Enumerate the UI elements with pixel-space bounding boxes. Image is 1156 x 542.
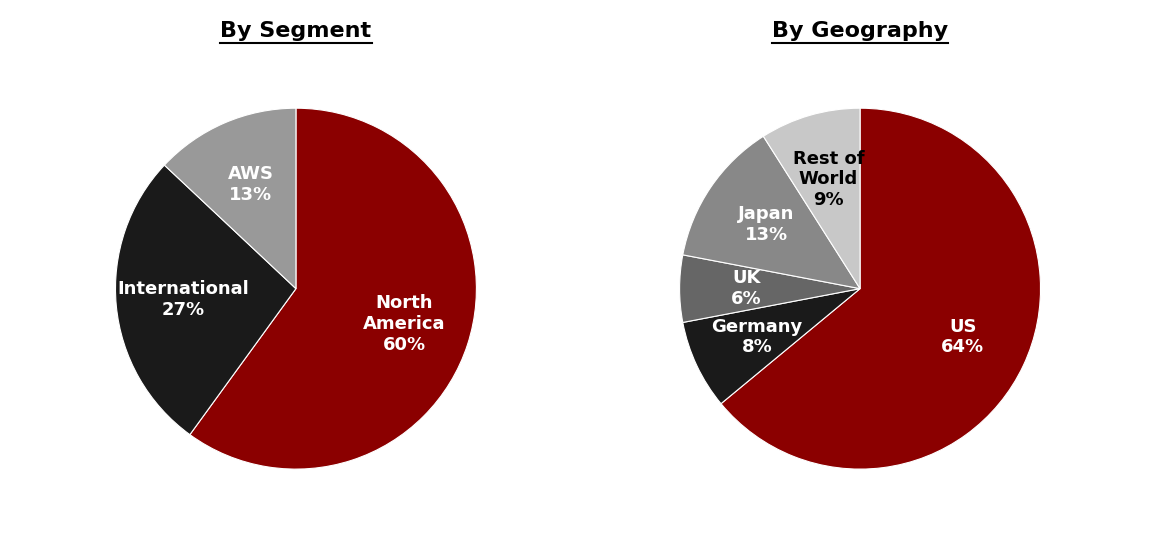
Wedge shape: [721, 108, 1040, 469]
Text: By Segment: By Segment: [221, 21, 371, 41]
Wedge shape: [763, 108, 860, 289]
Wedge shape: [683, 289, 860, 404]
Wedge shape: [683, 136, 860, 289]
Wedge shape: [680, 255, 860, 322]
Text: Rest of
World
9%: Rest of World 9%: [793, 150, 865, 209]
Text: AWS
13%: AWS 13%: [228, 165, 274, 204]
Text: Germany
8%: Germany 8%: [712, 318, 802, 357]
Wedge shape: [116, 165, 296, 435]
Text: By Geography: By Geography: [772, 21, 948, 41]
Text: UK
6%: UK 6%: [731, 269, 762, 308]
Text: Japan
13%: Japan 13%: [738, 205, 794, 244]
Text: International
27%: International 27%: [117, 280, 249, 319]
Text: US
64%: US 64%: [941, 318, 985, 357]
Text: North
America
60%: North America 60%: [363, 294, 445, 353]
Wedge shape: [190, 108, 476, 469]
Wedge shape: [164, 108, 296, 289]
